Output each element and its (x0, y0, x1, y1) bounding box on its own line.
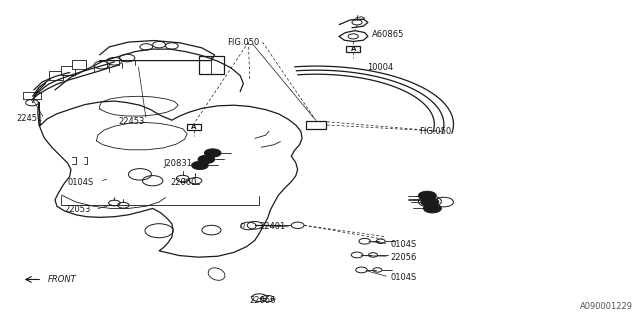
Circle shape (191, 161, 208, 170)
Bar (23, 92, 41, 99)
Bar (72, 60, 86, 69)
Circle shape (424, 204, 442, 213)
Text: 0104S: 0104S (390, 273, 417, 282)
Bar (61, 66, 76, 75)
Bar (346, 46, 360, 52)
Text: FIG.050: FIG.050 (419, 127, 451, 136)
Text: 22056: 22056 (390, 253, 417, 262)
Text: FRONT: FRONT (47, 275, 76, 284)
Text: 10004: 10004 (367, 63, 393, 72)
Text: A: A (191, 124, 196, 130)
Text: 22453: 22453 (119, 117, 145, 126)
Text: n: n (239, 221, 244, 230)
Bar (186, 124, 200, 130)
Text: FIG.050: FIG.050 (227, 38, 260, 47)
Text: 22066: 22066 (250, 296, 276, 305)
Text: J20831: J20831 (164, 159, 193, 168)
Text: 22451: 22451 (17, 114, 43, 123)
Ellipse shape (208, 268, 225, 280)
Circle shape (421, 197, 439, 206)
Circle shape (204, 149, 221, 157)
Circle shape (198, 155, 214, 164)
Circle shape (419, 191, 436, 200)
Text: A090001229: A090001229 (580, 302, 633, 311)
Text: 22401: 22401 (259, 222, 285, 231)
Bar (198, 56, 224, 74)
Text: A: A (351, 46, 356, 52)
Text: 22053: 22053 (65, 205, 91, 214)
Bar (49, 71, 63, 80)
Bar (306, 121, 326, 129)
Text: 0104S: 0104S (68, 178, 94, 187)
Text: 0104S: 0104S (390, 240, 417, 249)
Text: 22060: 22060 (170, 178, 196, 187)
Text: A60865: A60865 (372, 30, 404, 39)
